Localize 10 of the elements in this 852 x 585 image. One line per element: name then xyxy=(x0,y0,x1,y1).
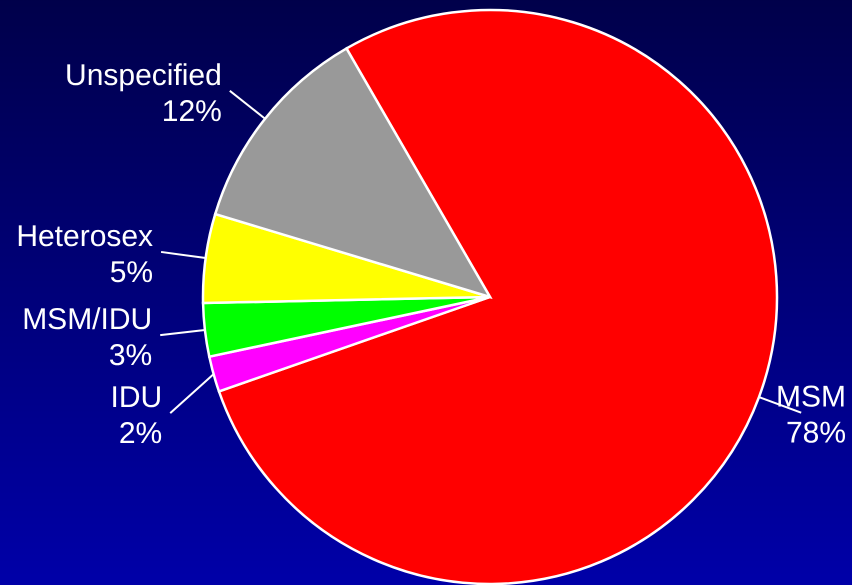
slice-label: Heterosex xyxy=(16,220,154,253)
data-label: 2% xyxy=(118,417,162,450)
slice-label: MSM/IDU xyxy=(22,303,152,336)
slice-label: MSM xyxy=(776,380,846,414)
data-label: 3% xyxy=(108,339,152,372)
data-label: 12% xyxy=(162,94,222,128)
slice-label: IDU xyxy=(110,381,162,414)
slice-label: Unspecified xyxy=(65,58,222,92)
data-label: 5% xyxy=(110,256,154,289)
data-label: 78% xyxy=(786,416,846,450)
